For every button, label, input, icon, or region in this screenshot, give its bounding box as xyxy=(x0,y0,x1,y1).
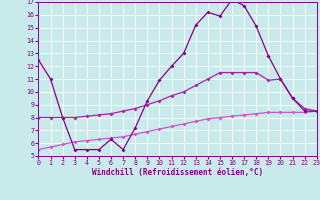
X-axis label: Windchill (Refroidissement éolien,°C): Windchill (Refroidissement éolien,°C) xyxy=(92,168,263,177)
